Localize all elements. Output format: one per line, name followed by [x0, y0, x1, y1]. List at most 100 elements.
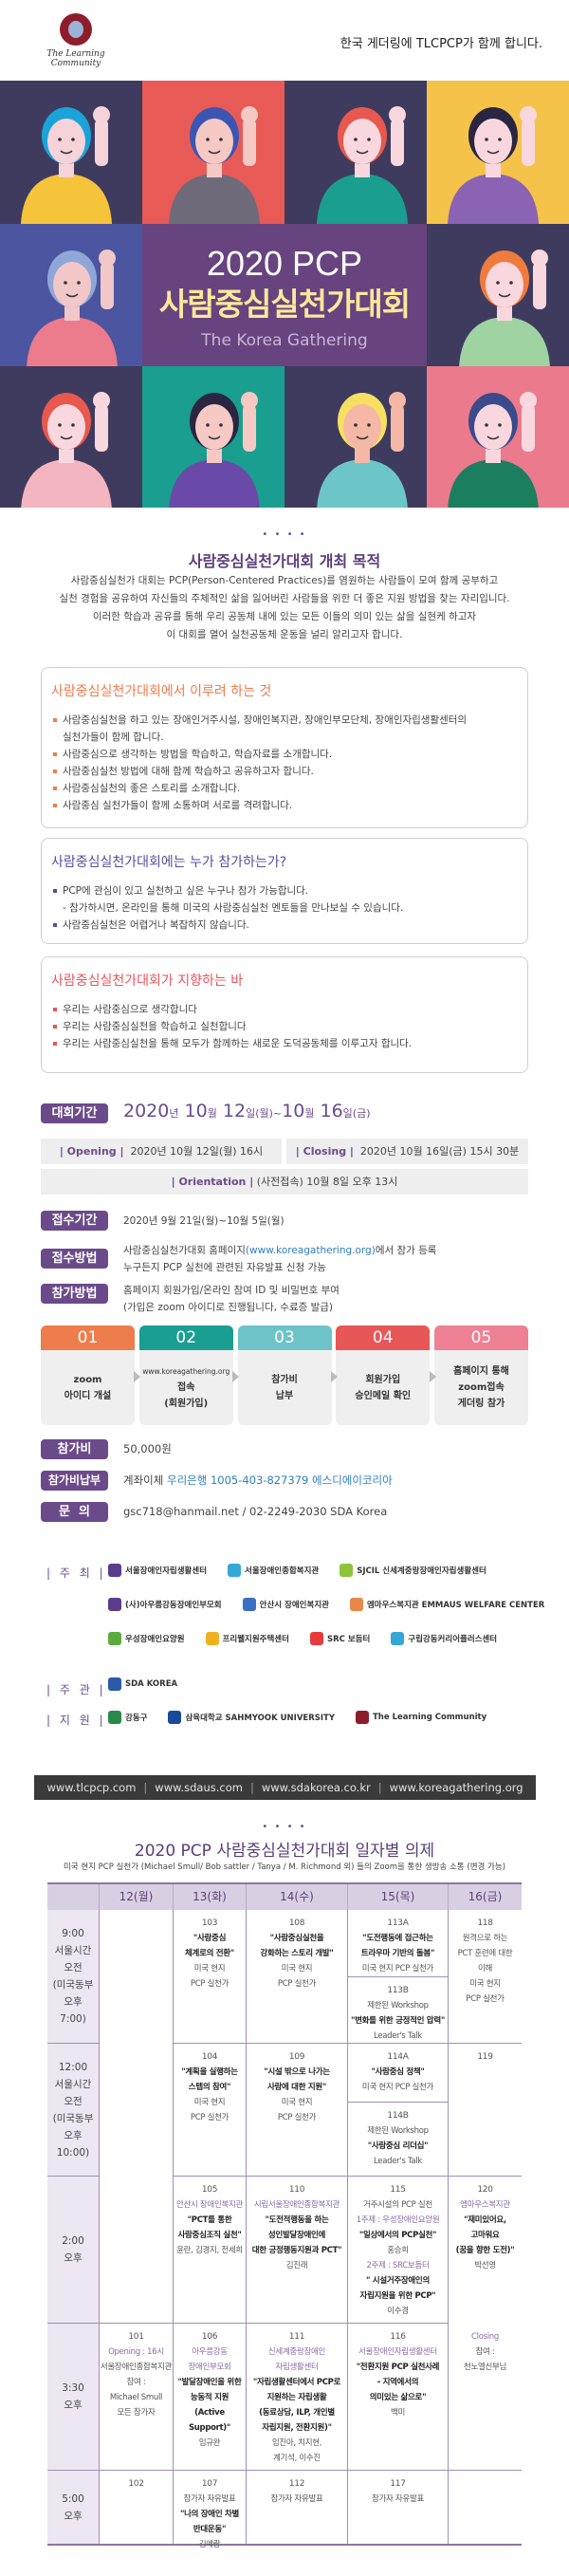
- footer-link-sdakorea[interactable]: www.sdakorea.co.kr: [261, 1781, 371, 1794]
- goal-item: 사람중심으로 생각하는 방법을 학습하고, 학습자료를 소개합니다.: [51, 746, 518, 763]
- sponsor-logo: 서울장애인종합복지관: [228, 1564, 319, 1577]
- session-text: 참여 :: [126, 2378, 146, 2387]
- session-text: PCP 실천가: [190, 1979, 229, 1989]
- session-text: 116: [390, 2332, 406, 2342]
- session-cell: 113B 제한된 Workshop "변화를 위한 긍정적인 압력" Leader's…: [348, 1977, 449, 2044]
- reg-method-text: 에서 참가 등록: [375, 1245, 437, 1256]
- session-text: 118: [477, 1918, 493, 1928]
- divider: |: [377, 1781, 382, 1794]
- session-text: PCT 훈련에 대한: [457, 1949, 513, 1958]
- sponsor-logo-icon: [242, 1598, 256, 1611]
- step-text: zoom: [73, 1374, 102, 1385]
- session-text: "변화를 위한 긍정적인 압력": [351, 2016, 445, 2026]
- period-unit: 월: [304, 1107, 315, 1120]
- time-line: 서울시간: [54, 2078, 92, 2090]
- reg-method-badge: 접수방법: [41, 1249, 108, 1269]
- hero-illustration-tile: [427, 366, 569, 508]
- session-cell: 102: [100, 2471, 174, 2544]
- step-text: 접속: [177, 1382, 195, 1393]
- time-slot: 12:00 서울시간 오전 (미국동부 오후 10:00): [47, 2044, 100, 2177]
- hero-banner: 2020 PCP 사람중심실천가대회 The Korea Gathering: [0, 81, 569, 508]
- session-cell: 111 신세계중랑장애인 자립생활센터 "자립생활센터에서 PCP로 지원하는 자립생활…: [247, 2324, 348, 2471]
- session-cell: 103 "사람중심 체계로의 전환" 미국 현지 PCP 실천가: [174, 1910, 247, 2044]
- sponsor-logo: The Learning Community: [356, 1711, 486, 1724]
- person-illustration-icon: [169, 392, 260, 508]
- host-label: | 주 최 |: [46, 1566, 106, 1580]
- session-cell: 118 원격으로 하는 PCT 훈련에 대한 이해 미국 현지 PCP 실천가: [449, 1910, 522, 2044]
- vision-item: 우리는 사람중심으로 생각합니다: [51, 1001, 518, 1018]
- session-text: 장애인부모회: [188, 2363, 231, 2372]
- footer-link-koreagathering[interactable]: www.koreagathering.org: [389, 1781, 523, 1794]
- time-line: 오후: [64, 2510, 83, 2522]
- join-method-value: 홈페이지 회원가입/온라인 참여 ID 및 비밀번호 부여 (가입은 zoom …: [123, 1282, 340, 1316]
- step-03: 03 참가비 납부: [237, 1325, 332, 1425]
- session-text: "사람중심 정책": [371, 2067, 425, 2077]
- support-label: | 지 원 |: [46, 1714, 106, 1727]
- step-url: www.koreagathering.org: [142, 1367, 230, 1376]
- registration-steps: 01 zoom 아이디 개설 02 www.koreagathering.org 접속 (회…: [41, 1325, 528, 1425]
- session-text: 114B: [387, 2111, 409, 2121]
- purpose-text: 사람중심실천가 대회는 PCP(Person-Centered Practice…: [0, 572, 569, 644]
- sponsor-logo: 엠마우스복지관 EMMAUS WELFARE CENTER: [349, 1598, 544, 1611]
- learning-community-logo: The Learning Community: [28, 13, 123, 68]
- hero-illustration-tile: [0, 81, 142, 224]
- sponsor-name: 구립강동커리어플러스센터: [408, 1635, 498, 1644]
- session-text: 111: [288, 2332, 305, 2342]
- session-text: 안산시 장애인복지관: [175, 2200, 244, 2210]
- session-text: 사람에 대한 지원": [266, 2083, 327, 2092]
- session-cell: 117 참가자 자유발표: [348, 2471, 449, 2544]
- session-text: 112: [288, 2479, 305, 2489]
- day-label: 14(수): [280, 1890, 314, 1903]
- sponsor-name: 삼육대학교 SAHMYOOK UNIVERSITY: [185, 1714, 335, 1723]
- sponsor-name: (사)아우름강동장애인부모회: [125, 1601, 222, 1610]
- period-unit: 년: [169, 1107, 179, 1120]
- session-text: 참여 :: [475, 2347, 495, 2357]
- session-text: 천노엘신부님: [463, 2363, 507, 2372]
- divider: |: [143, 1781, 148, 1794]
- person-illustration-icon: [459, 250, 550, 366]
- hero-illustration-tile: [142, 366, 284, 508]
- person-illustration-icon: [27, 250, 118, 366]
- step-number: 01: [41, 1325, 135, 1350]
- hero-illustration-tile: [142, 81, 284, 224]
- time-line: 오전: [64, 2095, 83, 2107]
- session-text: "자립생활센터에서 PCP로: [252, 2378, 341, 2387]
- session-cell: 119: [449, 2044, 522, 2177]
- step-number: 03: [237, 1325, 332, 1350]
- event-period: 2020년 10월 12일(월)~10월 16일(금): [123, 1101, 371, 1121]
- sponsor-name: 프리웰지원주택센터: [222, 1635, 289, 1644]
- person-illustration-icon: [448, 392, 539, 508]
- session-text: 강화하는 스토리 개발": [260, 1949, 334, 1958]
- session-text: 원격으로 하는: [462, 1934, 508, 1943]
- session-text: PCP 실천가: [190, 2113, 229, 2122]
- session-text: Closing: [471, 2332, 499, 2342]
- sponsor-logo: 강동구: [108, 1711, 147, 1724]
- session-text: Opening : 16시: [108, 2347, 164, 2357]
- session-text: 김예람: [198, 2540, 221, 2549]
- sponsor-logo: 구립강동커리어플러스센터: [391, 1632, 497, 1645]
- step-text: (회원가입): [164, 1399, 209, 1409]
- logo-mark-icon: [60, 13, 92, 46]
- footer-link-tlcpcp[interactable]: www.tlcpcp.com: [46, 1781, 137, 1794]
- purpose-line: 이러한 학습과 공유를 통해 우리 공동체 내에 있는 모든 이들의 의미 있는…: [92, 611, 477, 622]
- sponsor-logo-icon: [340, 1564, 354, 1577]
- closing-label: | Closing |: [295, 1145, 354, 1158]
- session-text: 서울장애인종합복지관: [100, 2363, 173, 2372]
- sponsor-logo-icon: [108, 1677, 121, 1691]
- session-text: 스텝의 참여": [188, 2083, 231, 2092]
- koreagathering-link[interactable]: (www.koreagathering.org): [245, 1245, 376, 1256]
- step-text: 참가비: [271, 1374, 298, 1385]
- reg-period-badge: 접수기간: [41, 1211, 108, 1231]
- sponsor-name: 서울장애인자립생활센터: [125, 1566, 208, 1576]
- time-line: 7:00): [60, 2013, 86, 2025]
- session-text: 이해: [477, 1964, 493, 1974]
- step-text: zoom접속: [458, 1382, 505, 1393]
- footer-link-sdaus[interactable]: www.sdaus.com: [155, 1781, 243, 1794]
- person-illustration-icon: [317, 392, 408, 508]
- session-cell: 107 참가자 자유발표 "나의 장애인 차별 반대운동" 김예람: [174, 2471, 247, 2549]
- session-text: (Active Support)": [188, 2408, 231, 2433]
- period-month: 10: [184, 1101, 208, 1121]
- time-line: 오후: [64, 2400, 83, 2411]
- time-slot: 5:00 오후: [47, 2471, 100, 2544]
- day-label: 13(화): [193, 1890, 227, 1903]
